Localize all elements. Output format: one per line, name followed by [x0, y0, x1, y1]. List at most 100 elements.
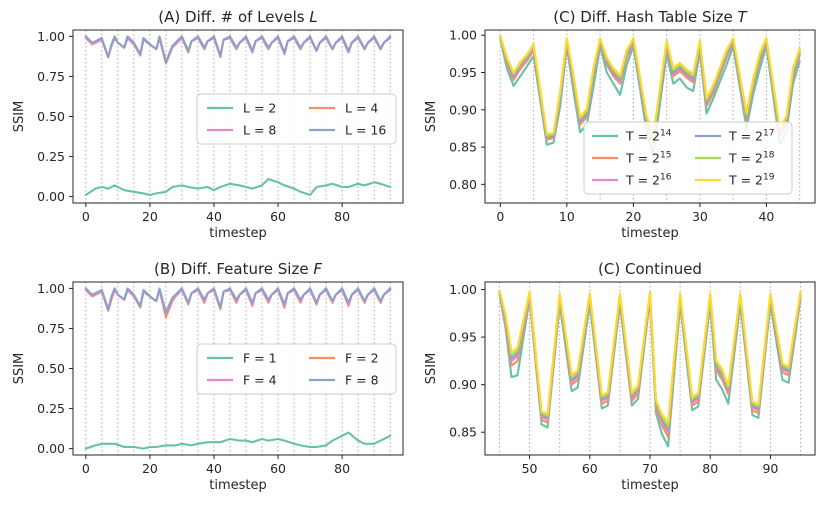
x-axis-label: timestep — [621, 226, 679, 241]
x-tick-label: 40 — [758, 209, 774, 224]
chart-title-variable: L — [309, 8, 317, 26]
y-tick-label: 0.80 — [449, 177, 477, 192]
y-tick-label: 0.50 — [37, 109, 65, 124]
series-group — [498, 289, 802, 448]
panel-continued: 50 60 70 80 90 0.85 0.90 0.95 1.00 timestep SSIM (C… — [424, 260, 816, 493]
x-tick-label: 20 — [625, 209, 641, 224]
legend-label: F = 2 — [345, 351, 379, 366]
y-tick-label: 0.25 — [37, 401, 65, 416]
y-tick-label: 0.75 — [37, 69, 65, 84]
series-line-4 — [84, 287, 392, 314]
x-tick-label: 0 — [496, 209, 504, 224]
x-axis-label: timestep — [209, 226, 267, 241]
x-tick-label: 20 — [142, 209, 158, 224]
y-tick-label: 0.25 — [37, 149, 65, 164]
legend-box — [583, 121, 793, 195]
y-axis-label: SSIM — [424, 353, 439, 385]
x-tick-label: 70 — [642, 461, 658, 476]
series-group — [84, 287, 392, 450]
y-tick-label: 0.90 — [449, 102, 477, 117]
x-tick-label: 20 — [142, 461, 158, 476]
legend-label: F = 1 — [243, 351, 277, 366]
legend-label: T = 217 — [728, 129, 774, 144]
chart-title: (C) Continued — [598, 260, 702, 278]
x-tick-label: 80 — [334, 461, 350, 476]
chart-title-text: (A) Diff. # of Levels — [158, 8, 309, 26]
y-tick-label: 0.50 — [37, 361, 65, 376]
y-axis-label: SSIM — [12, 353, 27, 385]
x-tick-label: 50 — [522, 461, 538, 476]
y-tick-label: 1.00 — [449, 282, 477, 297]
legend-label: T = 219 — [728, 173, 775, 188]
series-line-4 — [84, 35, 392, 64]
chart-title-text: (C) Diff. Hash Table Size — [553, 8, 737, 26]
x-tick-label: 10 — [559, 209, 575, 224]
legend-label: L = 4 — [345, 101, 378, 116]
legend-label: T = 218 — [728, 151, 775, 166]
series-line-1 — [84, 177, 392, 197]
legend-label-exponent: 17 — [763, 129, 774, 139]
y-tick-label: 1.00 — [37, 281, 65, 296]
x-tick-label: 90 — [762, 461, 778, 476]
y-tick-label: 0.95 — [449, 65, 477, 80]
axes-frame — [484, 29, 816, 204]
legend-label-exponent: 15 — [660, 151, 671, 161]
x-tick-label: 40 — [206, 209, 222, 224]
panel-hash-table-size: 0 10 20 30 40 0.80 0.85 0.90 0.95 1.00 timestep SSI… — [424, 8, 816, 241]
chart-title: (B) Diff. Feature Size F — [154, 260, 322, 278]
x-tick-label: 60 — [582, 461, 598, 476]
legend-label: T = 215 — [625, 151, 671, 166]
panel-feature-size: 0 20 40 60 80 0.00 0.25 0.50 0.75 1.00 timestep SSI… — [12, 260, 404, 493]
legend-label: L = 16 — [345, 123, 386, 138]
chart-title-variable: T — [738, 8, 749, 26]
x-tick-label: 0 — [82, 209, 90, 224]
legend-box — [196, 343, 397, 395]
chart-title: (C) Diff. Hash Table Size T — [553, 8, 748, 26]
x-tick-label: 60 — [270, 209, 286, 224]
chart-title-variable: F — [313, 260, 322, 278]
y-axis-label: SSIM — [424, 101, 439, 133]
panel-levels: 0 20 40 60 80 0.00 0.25 0.50 0.75 1.00 timestep SSI… — [12, 8, 404, 241]
legend-box — [196, 93, 397, 145]
legend-label-base: T = 2 — [728, 151, 763, 166]
y-tick-label: 0.00 — [37, 189, 65, 204]
legend-label-exponent: 14 — [660, 129, 672, 139]
x-tick-label: 30 — [692, 209, 708, 224]
x-tick-label: 40 — [206, 461, 222, 476]
chart-title-text: (B) Diff. Feature Size — [154, 260, 313, 278]
x-tick-label: 60 — [270, 461, 286, 476]
y-tick-label: 0.75 — [37, 321, 65, 336]
x-tick-label: 80 — [702, 461, 718, 476]
y-tick-label: 0.00 — [37, 441, 65, 456]
legend: L = 2 L = 4 L = 8 L = 16 — [196, 93, 397, 145]
y-tick-label: 0.90 — [449, 377, 477, 392]
series-group — [499, 34, 801, 156]
legend-label-base: T = 2 — [728, 173, 763, 188]
legend-label-base: T = 2 — [625, 173, 660, 188]
legend-label: L = 8 — [243, 123, 276, 138]
legend-label-exponent: 16 — [660, 173, 672, 183]
y-axis-label: SSIM — [12, 101, 27, 133]
legend: F = 1 F = 2 F = 4 F = 8 — [196, 343, 397, 395]
chart-title-text: (C) Continued — [598, 260, 702, 278]
y-tick-label: 0.85 — [449, 425, 477, 440]
series-line-6 — [498, 289, 802, 424]
legend-label: F = 8 — [345, 373, 379, 388]
x-axis-label: timestep — [209, 478, 267, 493]
x-tick-label: 0 — [82, 461, 90, 476]
legend-label: L = 2 — [243, 101, 276, 116]
y-tick-label: 1.00 — [37, 29, 65, 44]
y-tick-label: 1.00 — [449, 28, 477, 43]
legend-label-base: T = 2 — [625, 151, 660, 166]
legend-label: F = 4 — [243, 373, 277, 388]
legend-label: T = 214 — [625, 129, 672, 144]
legend-label: T = 216 — [625, 173, 672, 188]
y-tick-label: 0.95 — [449, 330, 477, 345]
legend-label-exponent: 19 — [763, 173, 775, 183]
legend-label-exponent: 18 — [763, 151, 775, 161]
legend-label-base: T = 2 — [728, 129, 763, 144]
x-tick-label: 80 — [334, 209, 350, 224]
series-line-6 — [499, 34, 801, 137]
